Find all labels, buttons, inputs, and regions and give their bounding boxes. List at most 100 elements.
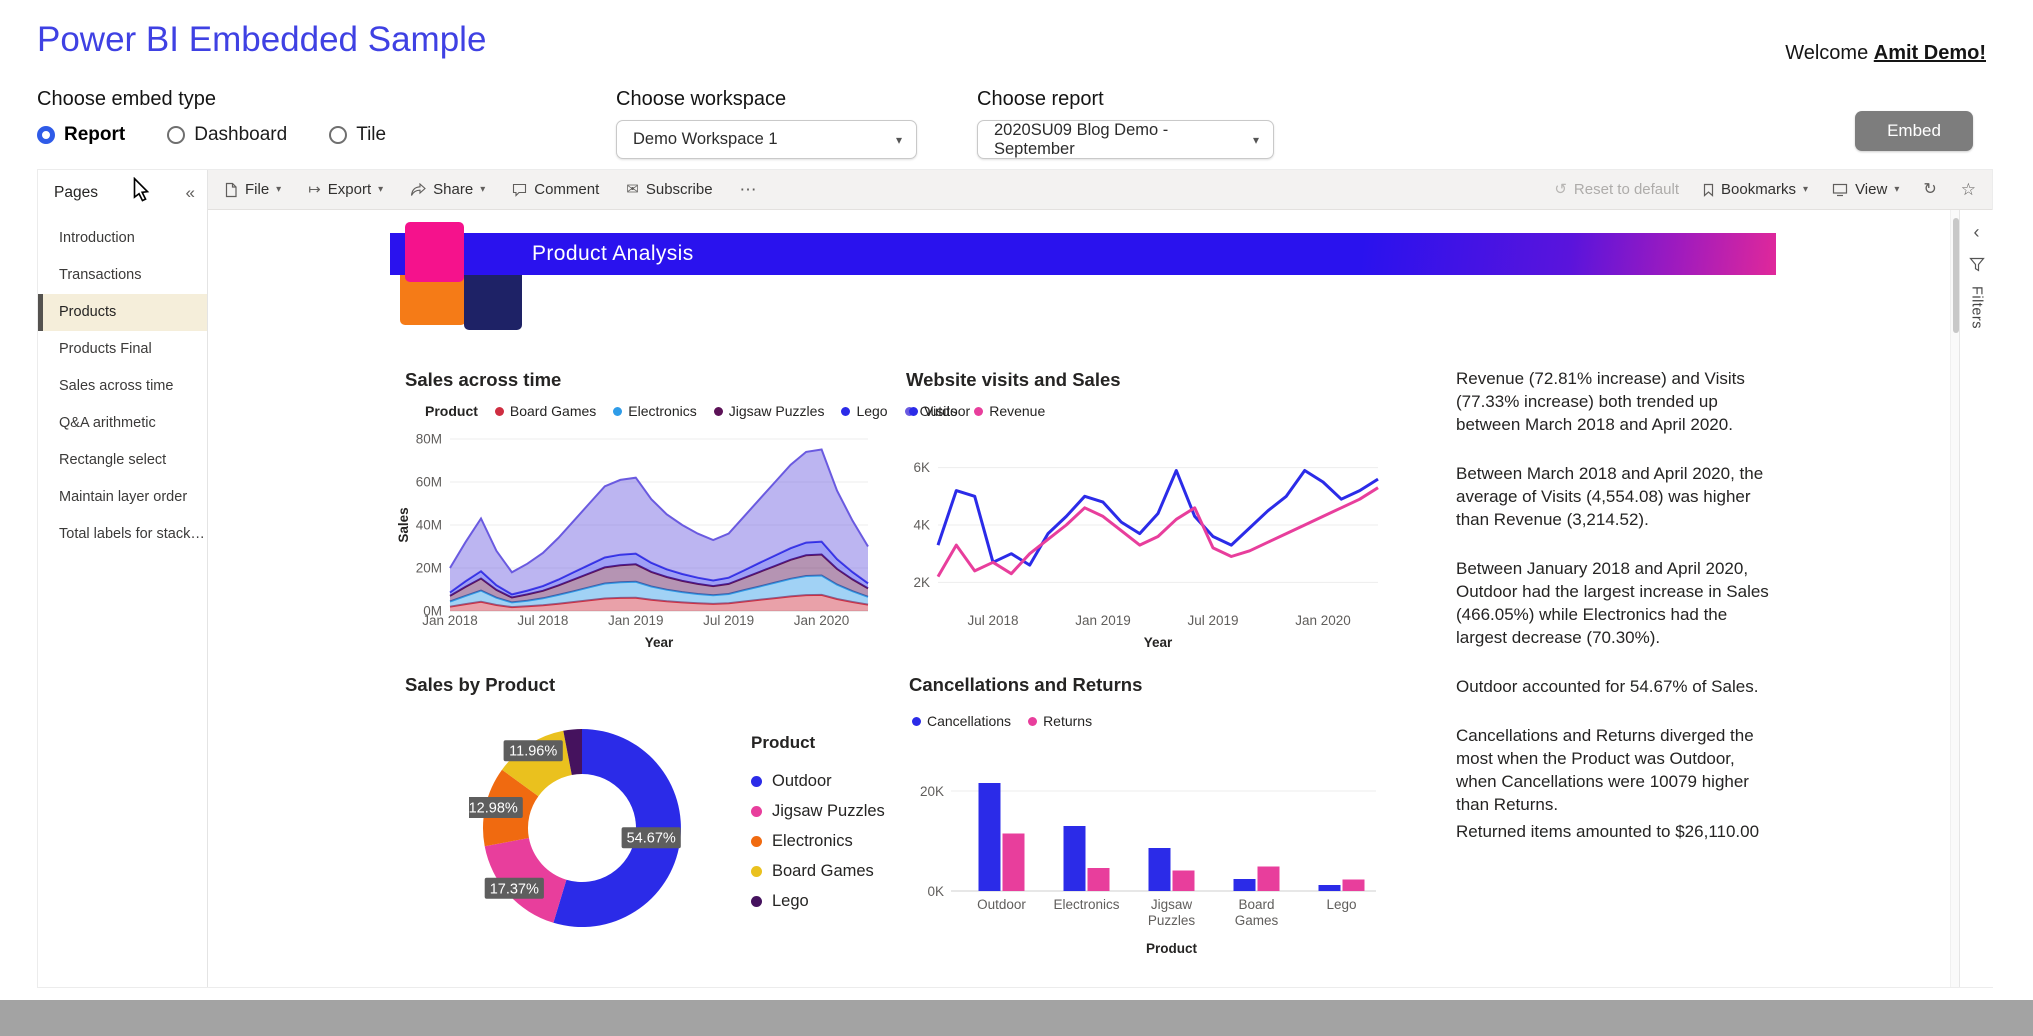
radio-icon bbox=[329, 126, 348, 144]
chart-title-cancellations: Cancellations and Returns bbox=[909, 674, 1143, 695]
legend-item[interactable]: Visits bbox=[909, 403, 957, 419]
filter-funnel-icon[interactable] bbox=[1968, 257, 1985, 272]
svg-text:Jul 2018: Jul 2018 bbox=[967, 613, 1018, 628]
sidebar-page-item[interactable]: Rectangle select bbox=[59, 452, 167, 468]
legend-swatch-icon bbox=[912, 716, 921, 726]
svg-text:Year: Year bbox=[1144, 635, 1173, 650]
website-visits-chart: 6K 4K 2K Jul 2018 Jan 2019 Jul 2019 Jan 2020 Ye… bbox=[892, 429, 1388, 655]
legend-label: Returns bbox=[1043, 713, 1093, 729]
toolbar-refresh-button[interactable]: ↻ bbox=[1923, 181, 1936, 198]
legend-label: Jigsaw Puzzles bbox=[772, 801, 885, 820]
sidebar-page-item[interactable]: Products bbox=[38, 294, 207, 331]
toolbar-reset-to-default[interactable]: ↺ Reset to default bbox=[1554, 181, 1679, 198]
view-icon bbox=[1832, 183, 1848, 197]
legend-item[interactable]: Jigsaw Puzzles bbox=[751, 796, 885, 826]
toolbar-item-label: Comment bbox=[534, 181, 600, 198]
sidebar-page-item[interactable]: Products Final bbox=[59, 341, 152, 357]
legend-item[interactable]: Board Games bbox=[494, 403, 596, 419]
vertical-scrollbar[interactable] bbox=[1950, 210, 1959, 987]
insight-paragraph: Between January 2018 and April 2020, Out… bbox=[1456, 559, 1769, 647]
svg-text:54.67%: 54.67% bbox=[627, 831, 676, 847]
sidebar-page-item[interactable]: Sales across time bbox=[59, 378, 174, 394]
sidebar-page-item[interactable]: Maintain layer order bbox=[59, 489, 188, 505]
legend-item[interactable]: Revenue bbox=[974, 403, 1045, 419]
magenta-square bbox=[405, 222, 464, 282]
toolbar-view[interactable]: View ▾ bbox=[1832, 181, 1899, 198]
scrollbar-thumb[interactable] bbox=[1952, 218, 1959, 333]
legend-swatch-icon bbox=[974, 406, 984, 416]
legend-label: Outdoor bbox=[919, 403, 971, 419]
legend-item[interactable]: Cancellations bbox=[912, 713, 1011, 729]
legend-swatch-icon bbox=[613, 406, 623, 416]
insight-paragraph: Between March 2018 and April 2020, the a… bbox=[1456, 464, 1764, 529]
toolbar-bookmarks[interactable]: Bookmarks ▾ bbox=[1703, 181, 1808, 198]
toolbar-share[interactable]: Share ▾ bbox=[410, 181, 485, 198]
pages-list: Introduction Transactions Products Products… bbox=[38, 220, 207, 553]
sidebar-page-item[interactable]: Transactions bbox=[59, 267, 142, 283]
file-icon bbox=[224, 182, 238, 198]
pages-pane: Pages « Introduction Transactions Products… bbox=[38, 170, 208, 987]
sidebar-page-item[interactable]: Q&A arithmetic bbox=[59, 415, 156, 431]
embed-type-radio-group: Report Dashboard Tile bbox=[37, 124, 428, 146]
embed-button[interactable]: Embed bbox=[1855, 111, 1973, 151]
legend-label: Board Games bbox=[772, 861, 874, 880]
workspace-select-value: Demo Workspace 1 bbox=[633, 130, 778, 148]
toolbar-file[interactable]: File ▾ bbox=[224, 181, 281, 198]
toolbar-item-label: Subscribe bbox=[645, 181, 713, 198]
legend-item[interactable]: Lego bbox=[841, 403, 888, 419]
toolbar-export[interactable]: ↦ Export ▾ bbox=[308, 181, 383, 198]
insight-paragraph: Revenue (72.81% increase) and Visits (77… bbox=[1456, 369, 1745, 434]
chevron-down-icon: ▾ bbox=[1803, 184, 1809, 195]
svg-text:Jul 2019: Jul 2019 bbox=[703, 613, 754, 628]
collapse-pages-icon[interactable]: « bbox=[185, 183, 195, 202]
bookmarks-icon bbox=[1703, 183, 1714, 197]
banner-title: Product Analysis bbox=[532, 242, 694, 265]
legend-item[interactable]: Returns bbox=[1028, 713, 1092, 729]
radio-icon bbox=[37, 126, 55, 144]
reset-icon: ↺ bbox=[1554, 181, 1567, 198]
sidebar-page-item[interactable]: Introduction bbox=[59, 230, 135, 246]
workspace-select[interactable]: Demo Workspace 1 ▾ bbox=[616, 120, 917, 159]
line-chart-svg: 6K 4K 2K Jul 2018 Jan 2019 Jul 2019 Jan 2020 Ye… bbox=[913, 460, 1379, 650]
report-select[interactable]: 2020SU09 Blog Demo - September ▾ bbox=[977, 120, 1274, 159]
toolbar-more-button[interactable]: ⋯ bbox=[740, 181, 757, 198]
chart-title-website-visits: Website visits and Sales bbox=[906, 369, 1121, 390]
legend-title: Product bbox=[751, 733, 816, 752]
legend-item[interactable]: Board Games bbox=[751, 856, 885, 886]
more-icon: ⋯ bbox=[739, 180, 757, 199]
toolbar-comment[interactable]: Comment bbox=[512, 181, 599, 198]
radio-label: Tile bbox=[356, 124, 387, 145]
welcome-prefix: Welcome bbox=[1785, 42, 1869, 64]
svg-text:0M: 0M bbox=[423, 604, 442, 619]
toolbar-favorite-button[interactable]: ☆ bbox=[1961, 181, 1976, 198]
legend-item[interactable]: Jigsaw Puzzles bbox=[713, 403, 824, 419]
embed-type-radio-report[interactable]: Report bbox=[37, 124, 125, 146]
sidebar-page-item[interactable]: Total labels for stacked ... bbox=[59, 526, 207, 542]
insights-text: Revenue (72.81% increase) and Visits (77… bbox=[1456, 367, 1780, 869]
legend-label: Outdoor bbox=[772, 771, 832, 790]
legend-item[interactable]: Outdoor bbox=[751, 766, 885, 796]
expand-filters-icon[interactable]: ‹ bbox=[1973, 222, 1980, 242]
svg-text:2K: 2K bbox=[913, 575, 930, 590]
legend-item[interactable]: Electronics bbox=[613, 403, 697, 419]
toolbar-subscribe[interactable]: ✉ Subscribe bbox=[626, 181, 712, 198]
legend-item[interactable]: Electronics bbox=[751, 826, 885, 856]
welcome-user-link[interactable]: Amit Demo! bbox=[1873, 42, 1986, 64]
embed-type-radio-tile[interactable]: Tile bbox=[329, 124, 386, 146]
toolbar-item-label: Reset to default bbox=[1573, 181, 1679, 198]
svg-text:Jan 2019: Jan 2019 bbox=[1075, 613, 1131, 628]
legend-swatch-icon bbox=[751, 895, 762, 907]
radio-label: Dashboard bbox=[194, 124, 288, 145]
legend-item[interactable]: Lego bbox=[751, 886, 885, 916]
share-icon bbox=[410, 182, 426, 197]
embed-type-radio-dashboard[interactable]: Dashboard bbox=[167, 124, 287, 146]
svg-text:Jan 2020: Jan 2020 bbox=[1295, 613, 1351, 628]
insight-paragraph: Cancellations and Returns diverged the m… bbox=[1456, 726, 1754, 814]
svg-text:Sales: Sales bbox=[396, 507, 411, 542]
website-visits-legend: Visits Revenue bbox=[909, 403, 1045, 419]
chevron-down-icon: ▾ bbox=[378, 184, 384, 195]
legend-label: Revenue bbox=[989, 403, 1046, 419]
toolbar-item-label: View bbox=[1855, 181, 1888, 198]
svg-text:4K: 4K bbox=[913, 518, 930, 533]
